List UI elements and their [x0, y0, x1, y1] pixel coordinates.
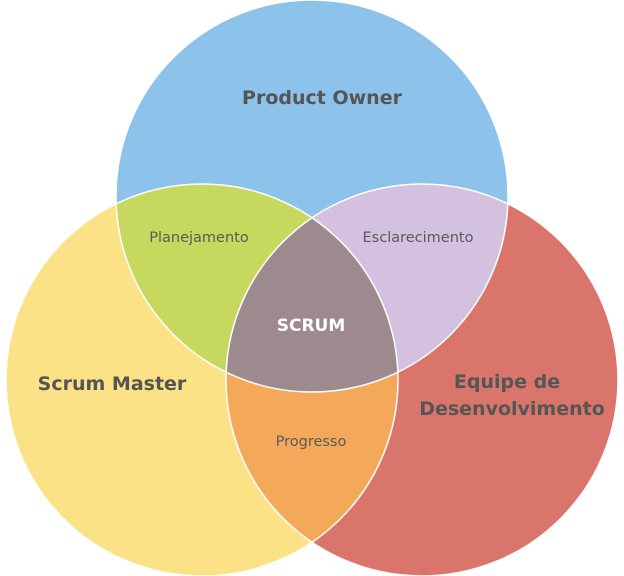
dev-team-label-line2: Desenvolvimento — [419, 398, 605, 420]
product-owner-label: Product Owner — [242, 87, 403, 109]
circle-outlines — [5, 0, 619, 576]
scrum-center-overlap — [226, 184, 398, 392]
dev-team-label-line1: Equipe de — [454, 371, 560, 393]
planejamento-label: Planejamento — [149, 230, 249, 246]
progresso-label: Progresso — [276, 434, 347, 450]
esclarecimento-label: Esclarecimento — [363, 230, 474, 246]
scrum-center-label: SCRUM — [277, 316, 346, 336]
scrum-master-label: Scrum Master — [38, 373, 187, 395]
